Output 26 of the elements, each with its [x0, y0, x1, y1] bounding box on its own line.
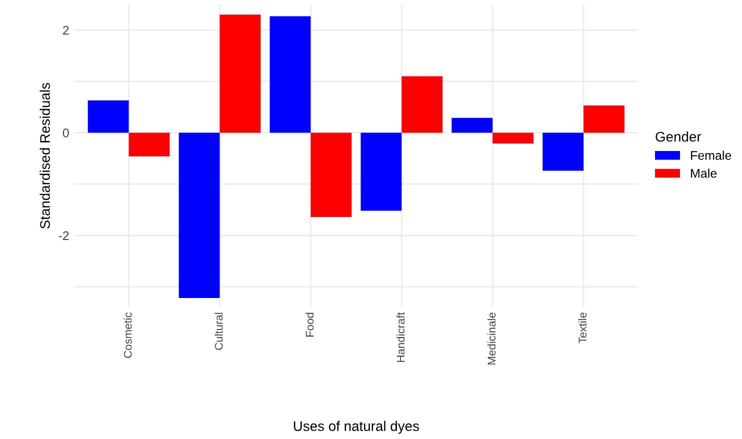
x-tick-label: Textile [578, 312, 587, 344]
y-tick-label: -2 [58, 231, 69, 240]
y-tick-label: 0 [62, 128, 69, 138]
x-tick-label: Cultural [214, 312, 223, 350]
bar [402, 76, 443, 133]
bar [492, 132, 534, 144]
bar [178, 132, 220, 298]
x-axis-title: Uses of natural dyes [294, 420, 419, 434]
y-axis-title: Standardised Residuals [40, 82, 50, 229]
legend-label: Female [691, 150, 732, 160]
bar [584, 106, 624, 133]
x-tick-label: Food [306, 312, 314, 337]
x-tick-label: Cosmetic [124, 312, 132, 358]
bar [310, 132, 352, 217]
bar [360, 132, 402, 211]
bar [270, 16, 311, 133]
y-tick-label: 2 [63, 26, 69, 35]
bar [452, 118, 493, 133]
x-tick-label: Medicinale [487, 312, 496, 364]
bar [128, 132, 170, 156]
legend-title: Gender [656, 131, 702, 142]
bar [542, 132, 584, 171]
x-tick-label: Handicraft [396, 312, 405, 362]
legend-label: Male [691, 168, 717, 178]
bar [220, 14, 261, 133]
bar [88, 100, 129, 133]
